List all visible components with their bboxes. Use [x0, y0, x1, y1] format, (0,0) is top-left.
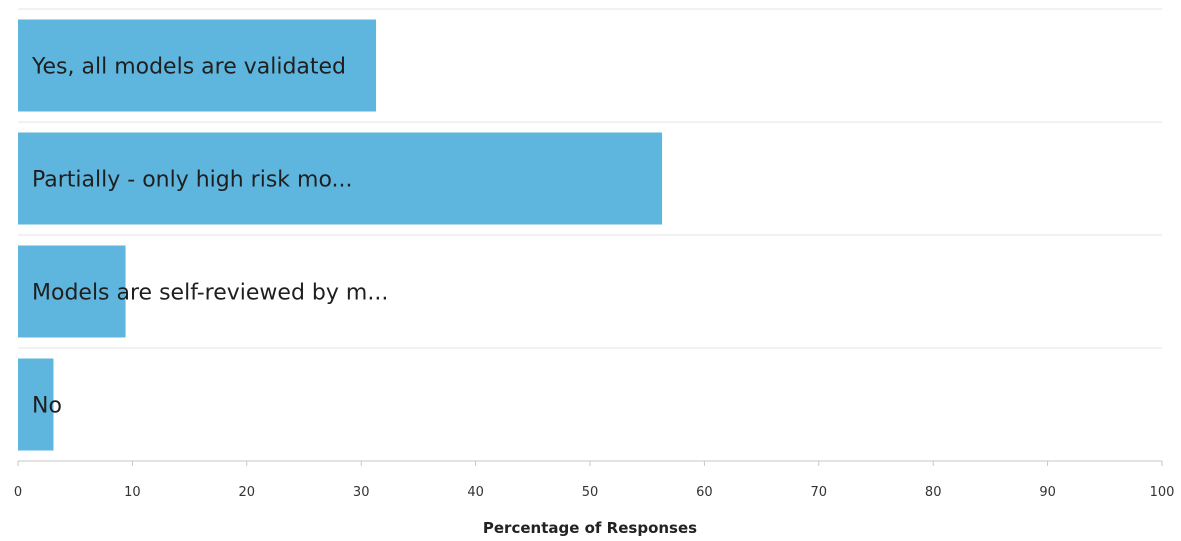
bars	[18, 19, 663, 451]
bar	[18, 19, 377, 112]
x-tick-label: 30	[353, 485, 370, 500]
x-tick-label: 60	[696, 485, 713, 500]
category-label: Yes, all models are validated	[31, 55, 346, 80]
bar	[18, 358, 54, 451]
bar	[18, 132, 663, 225]
category-label: No	[32, 394, 62, 419]
x-tick-label: 70	[811, 485, 828, 500]
x-tick-label: 40	[467, 485, 484, 500]
gridlines	[18, 8, 1162, 349]
x-tick-label: 100	[1150, 485, 1175, 500]
x-axis-title: Percentage of Responses	[483, 519, 697, 537]
x-tick-label: 90	[1039, 485, 1056, 500]
category-labels: Yes, all models are validated Partially -…	[31, 55, 388, 419]
category-label: Partially - only high risk mo...	[32, 168, 353, 193]
x-tick-label: 80	[925, 485, 942, 500]
bar	[18, 245, 126, 338]
category-label: Models are self-reviewed by m...	[32, 281, 388, 306]
x-tick-label: 10	[124, 485, 141, 500]
x-tick-label: 20	[239, 485, 256, 500]
x-axis-ticks: 0 10 20 30 40 50 60 70 80 90 100	[14, 461, 1175, 500]
x-tick-label: 0	[14, 485, 22, 500]
x-tick-label: 50	[582, 485, 599, 500]
